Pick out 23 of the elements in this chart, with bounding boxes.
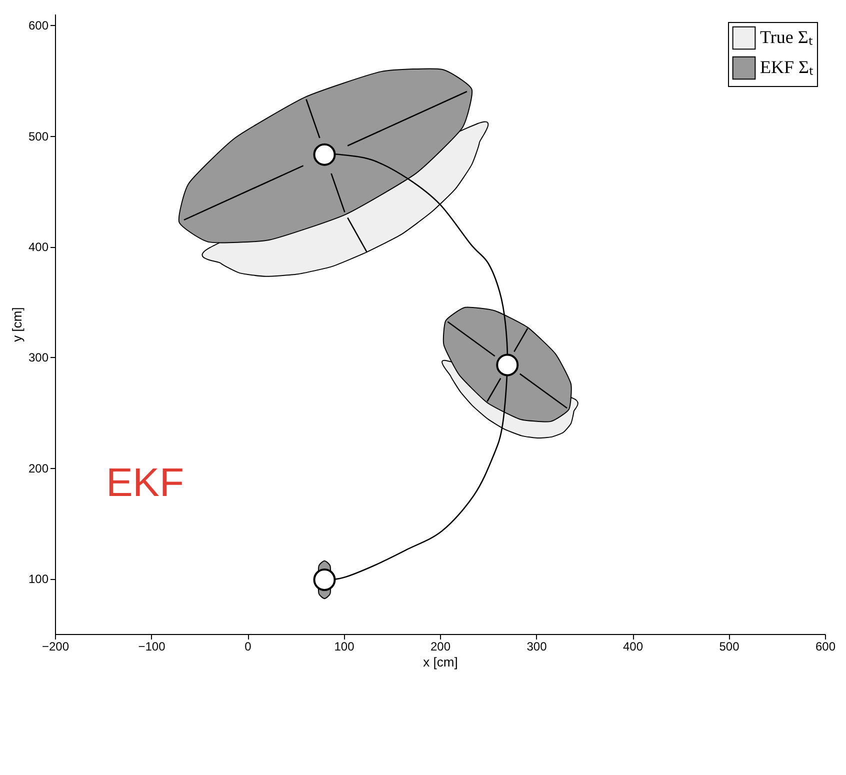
y-tick-label: 200 — [28, 461, 49, 476]
point — [496, 354, 519, 376]
y-axis-title: y [cm] — [9, 307, 24, 342]
point — [313, 568, 336, 591]
x-tick-label: 200 — [430, 640, 451, 654]
y-tick-label: 400 — [28, 240, 49, 254]
x-tick-label: 300 — [526, 640, 548, 654]
x-tick-label: 500 — [719, 640, 740, 654]
x-axis-title: x [cm] — [423, 654, 458, 670]
x-tick-label: −200 — [42, 640, 70, 654]
y-tick-label: 500 — [28, 129, 49, 144]
y-tick-label: 600 — [28, 18, 49, 33]
y-tick-label: 100 — [28, 572, 49, 586]
x-tick-label: 100 — [334, 640, 355, 654]
y-tick-label: 300 — [28, 350, 49, 365]
x-tick-label: 0 — [244, 640, 252, 654]
x-tick-label: 600 — [815, 640, 836, 654]
legend-label: True Σₜ — [760, 27, 812, 47]
point — [313, 143, 336, 166]
x-tick-label: −100 — [138, 640, 166, 654]
legend-label: EKF Σₜ — [760, 57, 813, 77]
annotation: EKF — [106, 461, 184, 505]
x-tick-label: 400 — [622, 640, 644, 654]
